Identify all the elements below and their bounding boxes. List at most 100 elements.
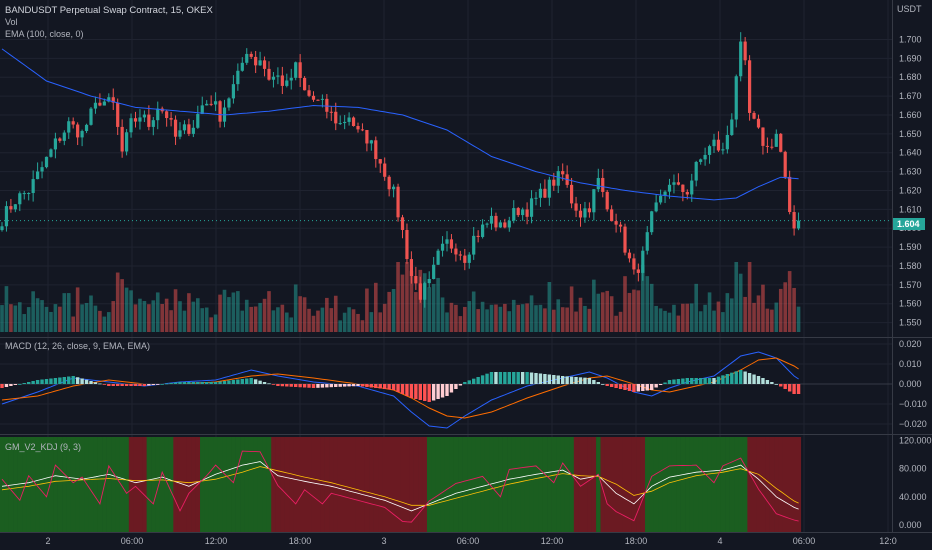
kdj-band: [511, 437, 517, 532]
macd-histogram-bar: [605, 384, 609, 386]
macd-histogram-bar: [84, 379, 89, 384]
macd-histogram-bar: [147, 384, 151, 386]
macd-histogram-bar: [120, 384, 124, 386]
macd-histogram-bar: [725, 374, 730, 384]
kdj-band: [186, 437, 192, 532]
kdj-band: [177, 437, 183, 532]
macd-histogram-bar: [160, 384, 164, 385]
volume-bar: [645, 276, 650, 332]
volume-bar: [44, 306, 49, 332]
candle-body: [303, 77, 307, 91]
macd-histogram-bar: [739, 370, 743, 384]
macd-histogram-bar: [191, 382, 196, 384]
kdj-band: [582, 437, 588, 532]
volume-bar: [520, 304, 525, 332]
volume-bar: [200, 308, 205, 332]
kdj-band: [493, 437, 499, 532]
kdj-band: [515, 437, 521, 532]
kdj-band: [649, 437, 655, 532]
kdj-band: [231, 437, 236, 532]
volume-bar: [342, 312, 347, 332]
kdj-band: [378, 437, 383, 532]
volume-bar: [596, 293, 601, 332]
macd-histogram-bar: [356, 384, 360, 386]
candle-body: [788, 176, 792, 213]
volume-bar: [654, 305, 658, 332]
symbol-title[interactable]: BANDUSDT Perpetual Swap Contract, 15, OK…: [5, 5, 214, 16]
kdj-tick-label: 80.000: [899, 464, 927, 474]
kdj-band: [502, 437, 508, 532]
time-tick-label: 06:00: [121, 536, 144, 546]
candle-body: [36, 171, 40, 180]
kdj-band: [262, 437, 268, 532]
macd-histogram-bar: [454, 384, 458, 389]
macd-tick-label: −0.020: [899, 419, 927, 429]
volume-bar: [102, 316, 107, 332]
kdj-band: [373, 437, 379, 532]
volume-legend[interactable]: Vol: [5, 17, 18, 27]
volume-bar: [676, 315, 681, 332]
macd-histogram-bar: [476, 377, 480, 384]
time-tick-label: 18:00: [289, 536, 312, 546]
candle-body: [516, 208, 520, 216]
ema-legend[interactable]: EMA (100, close, 0): [5, 29, 84, 39]
candle-body: [133, 118, 138, 122]
candles: [0, 32, 801, 308]
kdj-band: [627, 437, 632, 532]
candle-body: [67, 121, 71, 133]
volume-bar: [609, 296, 614, 332]
macd-histogram-bar: [552, 375, 556, 384]
candle-body: [89, 108, 93, 125]
volume-bar: [534, 305, 538, 332]
kdj-band: [716, 437, 721, 532]
macd-histogram-bar: [391, 384, 396, 390]
kdj-band: [600, 437, 606, 532]
macd-histogram-bar: [53, 378, 58, 384]
candle-body: [485, 223, 489, 225]
macd-histogram-bar: [49, 378, 53, 384]
candle-body: [476, 235, 480, 237]
candle-body: [276, 75, 280, 77]
volume-bar: [543, 308, 547, 332]
kdj-band: [57, 437, 63, 532]
kdj-band: [440, 437, 446, 532]
volume-bar: [338, 320, 342, 332]
kdj-band: [106, 437, 112, 532]
macd-histogram-bar: [734, 371, 738, 384]
volume-bar: [191, 301, 196, 332]
kdj-band: [306, 437, 312, 532]
time-tick-label: 06:00: [457, 536, 480, 546]
last-price-badge: [893, 218, 925, 230]
macd-histogram-bar: [503, 372, 507, 384]
volume-bar: [440, 297, 445, 332]
macd-histogram-bar: [294, 384, 298, 387]
kdj-legend[interactable]: GM_V2_KDJ (9, 3): [5, 442, 81, 452]
volume-bar: [525, 303, 529, 332]
macd-histogram-bar: [27, 382, 31, 384]
volume-bar: [730, 298, 734, 332]
candle-body: [374, 140, 378, 160]
macd-histogram-bar: [374, 384, 378, 388]
macd-histogram-bar: [787, 384, 792, 392]
macd-histogram-bar: [102, 384, 107, 385]
candle-body: [49, 149, 53, 157]
volume-bar: [783, 282, 787, 332]
candle-body: [529, 198, 534, 217]
volume-bar: [587, 308, 592, 332]
candle-body: [521, 209, 525, 216]
macd-histogram-bar: [276, 384, 280, 386]
candle-body: [280, 75, 284, 86]
macd-histogram-bar: [601, 384, 605, 385]
candle-body: [676, 182, 680, 185]
candle-body: [142, 114, 146, 118]
macd-histogram-bar: [169, 383, 173, 384]
macd-histogram-bar: [516, 372, 520, 384]
kdj-band: [453, 437, 459, 532]
kdj-band: [62, 437, 67, 532]
kdj-band: [168, 437, 174, 532]
candle-body: [427, 279, 431, 284]
macd-legend[interactable]: MACD (12, 26, close, 9, EMA, EMA): [5, 341, 150, 351]
candle-body: [84, 124, 89, 132]
volume-bar: [53, 304, 58, 332]
macd-histogram-bar: [0, 384, 4, 388]
